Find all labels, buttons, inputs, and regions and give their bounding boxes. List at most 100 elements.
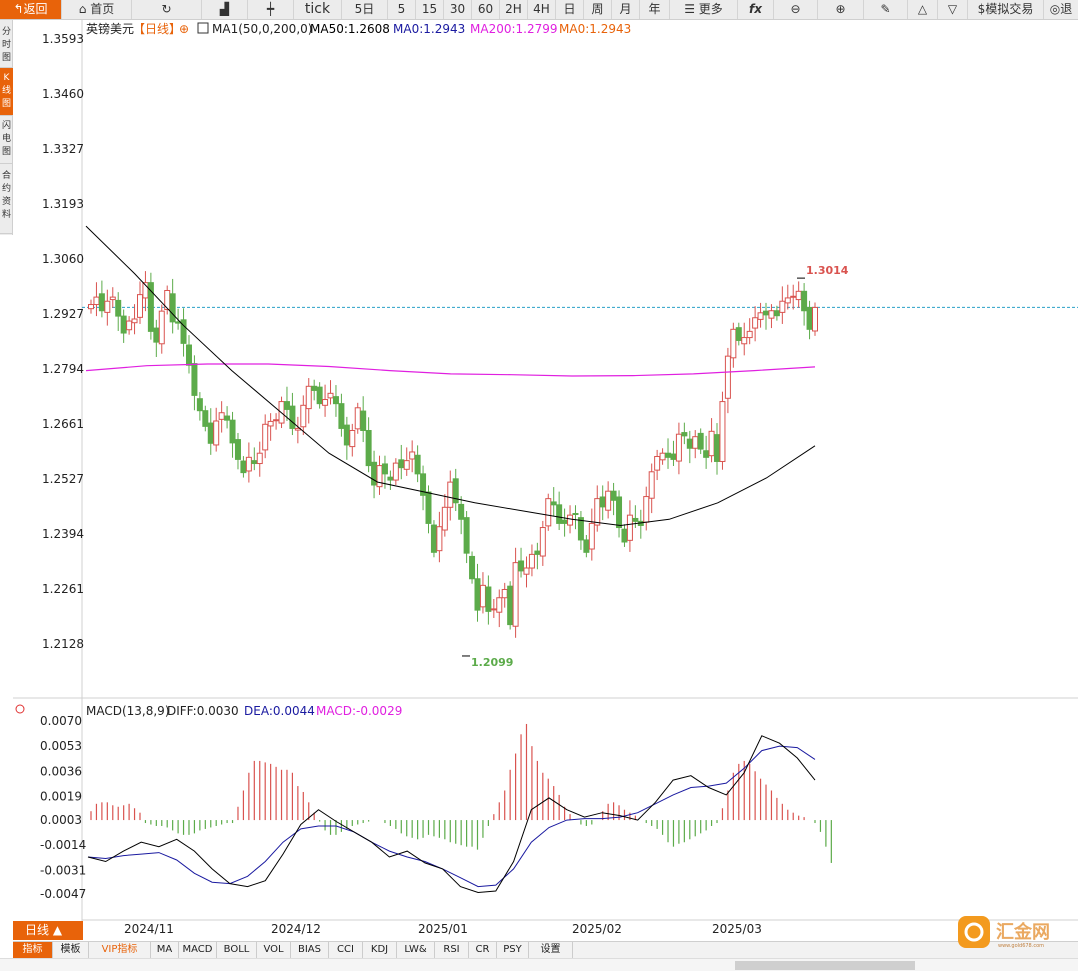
period-month[interactable]: 月 [612, 0, 640, 19]
diff-line [87, 735, 816, 894]
indicator-settings-icon[interactable] [15, 704, 25, 714]
horizontal-scrollbar[interactable] [0, 958, 1078, 971]
candle-up [349, 429, 356, 448]
logo-mark-icon [958, 916, 990, 948]
period-week[interactable]: 周 [584, 0, 612, 19]
candle-up [659, 452, 666, 461]
legend-ma50: MA50:1.2608 [310, 22, 390, 36]
candle-down [556, 504, 563, 524]
candle-up [354, 407, 361, 430]
candle-down [681, 432, 688, 437]
exit-button[interactable]: ◎退 [1049, 2, 1073, 16]
tab-indicators[interactable]: 指标 [13, 942, 53, 958]
candle-down [534, 550, 541, 555]
logo-name: 汇金网 [996, 921, 1050, 943]
tab-macd[interactable]: MACD [179, 942, 217, 958]
candle-up [626, 514, 633, 541]
x-tick-label: 2024/12 [271, 922, 321, 936]
candle-up [245, 456, 252, 472]
tab-rsi[interactable]: RSI [435, 942, 469, 958]
tab-template[interactable]: 模板 [53, 942, 89, 958]
x-tick-label: 2024/11 [124, 922, 174, 936]
scrollbar-thumb[interactable] [735, 961, 915, 970]
refresh-button[interactable]: ↻ [132, 0, 202, 19]
legend-ma0-b: MA0:1.2943 [559, 22, 631, 36]
zoom-out-button[interactable]: ⊖ [774, 0, 818, 19]
tab-bias[interactable]: BIAS [291, 942, 329, 958]
zoom-in-button[interactable]: ⊕ [818, 0, 864, 19]
candle-down [806, 306, 813, 330]
sidebar-item-kline[interactable]: K线图 [0, 68, 13, 116]
candle-down [616, 496, 623, 529]
macd-tick-label: -0.0031 [40, 863, 86, 877]
sidebar-item-time[interactable]: 分时图 [0, 24, 13, 68]
period-15[interactable]: 15 [416, 0, 444, 19]
back-button[interactable]: ↰返回 [0, 0, 62, 19]
fx-button[interactable]: fx [738, 0, 774, 19]
tab-lw[interactable]: LW& [397, 942, 435, 958]
candlestick-button[interactable]: ┿ [248, 0, 294, 19]
macd-tick-label: 0.0003 [40, 813, 82, 827]
period-year[interactable]: 年 [640, 0, 670, 19]
triangle-up-button[interactable]: △ [908, 0, 938, 19]
menu-icon: ☰ [684, 2, 699, 16]
tick-button[interactable]: tick [294, 0, 342, 19]
candle-down [180, 319, 187, 344]
tab-vip[interactable]: VIP指标 [89, 942, 151, 958]
bar-chart-button[interactable]: ▟ [202, 0, 248, 19]
period-5[interactable]: 5 [388, 0, 416, 19]
tab-kdj[interactable]: KDJ [363, 942, 397, 958]
candle-up [490, 608, 497, 611]
candle-up [790, 295, 797, 298]
price-tick-label: 1.3060 [42, 252, 84, 266]
price-tick-label: 1.2128 [42, 637, 84, 651]
candle-down [338, 403, 345, 429]
candle-up [403, 460, 410, 470]
candle-down [153, 327, 160, 343]
candle-up [126, 320, 133, 331]
tab-psy[interactable]: PSY [497, 942, 529, 958]
candle-down [577, 517, 584, 541]
candle-down [332, 396, 339, 405]
tab-ma[interactable]: MA [151, 942, 179, 958]
period-day[interactable]: 日 [556, 0, 584, 19]
candle-up [545, 498, 552, 527]
candle-down [463, 517, 470, 554]
macd-histogram [90, 723, 832, 863]
sidebar-item-contract[interactable]: 合约资料 [0, 164, 13, 234]
dea-line [87, 745, 816, 888]
candle-up [648, 471, 655, 499]
candle-up [523, 567, 530, 575]
tab-vol[interactable]: VOL [257, 942, 291, 958]
tab-boll[interactable]: BOLL [217, 942, 257, 958]
candle-down [583, 539, 590, 553]
period-60[interactable]: 60 [472, 0, 500, 19]
period-2h[interactable]: 2H [500, 0, 528, 19]
x-tick-label: 2025/02 [572, 922, 622, 936]
home-button[interactable]: ⌂ 首页 [62, 0, 132, 19]
more-button[interactable]: ☰ 更多 [670, 0, 738, 19]
candle-down [703, 450, 710, 458]
pen-button[interactable]: ✎ [864, 0, 908, 19]
tab-cci[interactable]: CCI [329, 942, 363, 958]
candle-up [757, 312, 764, 320]
refresh-icon: ↻ [161, 2, 172, 16]
period-selector-button[interactable]: 日线 ▲ [13, 921, 83, 940]
candle-down [801, 290, 808, 312]
candle-down [381, 463, 388, 475]
period-30[interactable]: 30 [444, 0, 472, 19]
price-tick-label: 1.2261 [42, 582, 84, 596]
legend-add-icon[interactable]: ⊕ [179, 22, 189, 36]
tab-cr[interactable]: CR [469, 942, 497, 958]
period-4h[interactable]: 4H [528, 0, 556, 19]
candle-down [697, 432, 704, 450]
sim-trade-button[interactable]: $模拟交易 [968, 0, 1044, 19]
period-5d[interactable]: 5日 [342, 0, 388, 19]
tab-settings[interactable]: 设置 [529, 942, 573, 958]
sidebar-item-flash[interactable]: 闪电图 [0, 116, 13, 164]
price-tick-label: 1.3193 [42, 197, 84, 211]
candle-down [686, 438, 693, 449]
triangle-down-button[interactable]: ▽ [938, 0, 968, 19]
price-tick-label: 1.3593 [42, 32, 84, 46]
